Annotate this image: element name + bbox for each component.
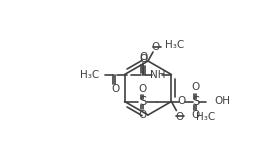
Text: NH: NH	[150, 69, 165, 80]
Text: O: O	[177, 97, 186, 107]
Text: S: S	[139, 95, 146, 108]
Text: O: O	[139, 83, 147, 93]
Text: H₃C: H₃C	[197, 111, 216, 121]
Text: S: S	[192, 95, 199, 108]
Text: H₃C: H₃C	[80, 69, 99, 80]
Text: O: O	[139, 110, 147, 120]
Text: H₃C: H₃C	[165, 40, 184, 50]
Text: O: O	[139, 55, 147, 65]
Text: O: O	[192, 83, 200, 93]
Text: O: O	[111, 84, 120, 94]
Text: OH: OH	[215, 97, 231, 107]
Text: O: O	[175, 111, 184, 121]
Text: O: O	[152, 42, 160, 52]
Text: O: O	[192, 111, 200, 121]
Text: O: O	[139, 52, 147, 62]
